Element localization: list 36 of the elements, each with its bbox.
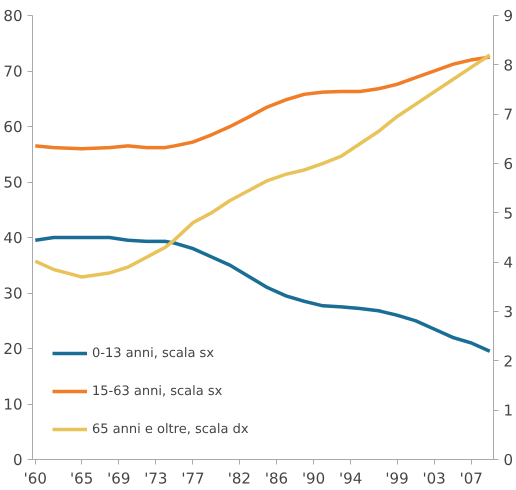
- y2-tick-label: 5: [504, 204, 514, 222]
- y-tick-label: 40: [3, 229, 23, 247]
- x-tick-label: '77: [181, 470, 205, 488]
- x-tick-label: '86: [264, 470, 288, 488]
- y-tick-label: 70: [3, 62, 23, 80]
- y2-tick-label: 7: [504, 106, 514, 124]
- y2-tick-label: 8: [504, 56, 514, 74]
- y-tick-label: 80: [3, 7, 23, 25]
- y2-tick-label: 6: [504, 155, 514, 173]
- line-series: [34, 53, 492, 279]
- y2-tick-label: 0: [504, 451, 514, 469]
- y-tick-label: 60: [3, 118, 23, 136]
- x-tick-label: '73: [144, 470, 168, 488]
- x-tick-label: '82: [228, 470, 251, 488]
- x-tick-label: '90: [302, 470, 326, 488]
- y2-tick-label: 4: [504, 254, 514, 272]
- x-tick-label: '03: [422, 470, 446, 488]
- line-series: [34, 55, 492, 150]
- x-tick-label: '60: [24, 470, 47, 488]
- y-tick-label: 30: [3, 284, 23, 302]
- y-tick-label: 20: [3, 340, 23, 358]
- y-tick-label: 50: [3, 174, 23, 192]
- x-tick-label: '69: [107, 470, 130, 488]
- y2-tick-label: 3: [504, 303, 514, 321]
- legend-label: 0-13 anni, scala sx: [92, 346, 214, 360]
- y2-tick-label: 1: [504, 402, 514, 420]
- y2-tick-label: 2: [504, 352, 514, 370]
- x-tick-label: '94: [339, 470, 362, 488]
- y-tick-label: 0: [12, 451, 23, 469]
- x-tick-label: '65: [70, 470, 94, 488]
- x-tick-label: '07: [460, 470, 483, 488]
- legend-label: 15-63 anni, scala sx: [92, 384, 222, 398]
- y-tick-label: 10: [3, 396, 23, 414]
- x-tick-label: '99: [385, 470, 409, 488]
- legend-label: 65 anni e oltre, scala dx: [92, 422, 249, 436]
- y2-tick-label: 9: [504, 7, 514, 25]
